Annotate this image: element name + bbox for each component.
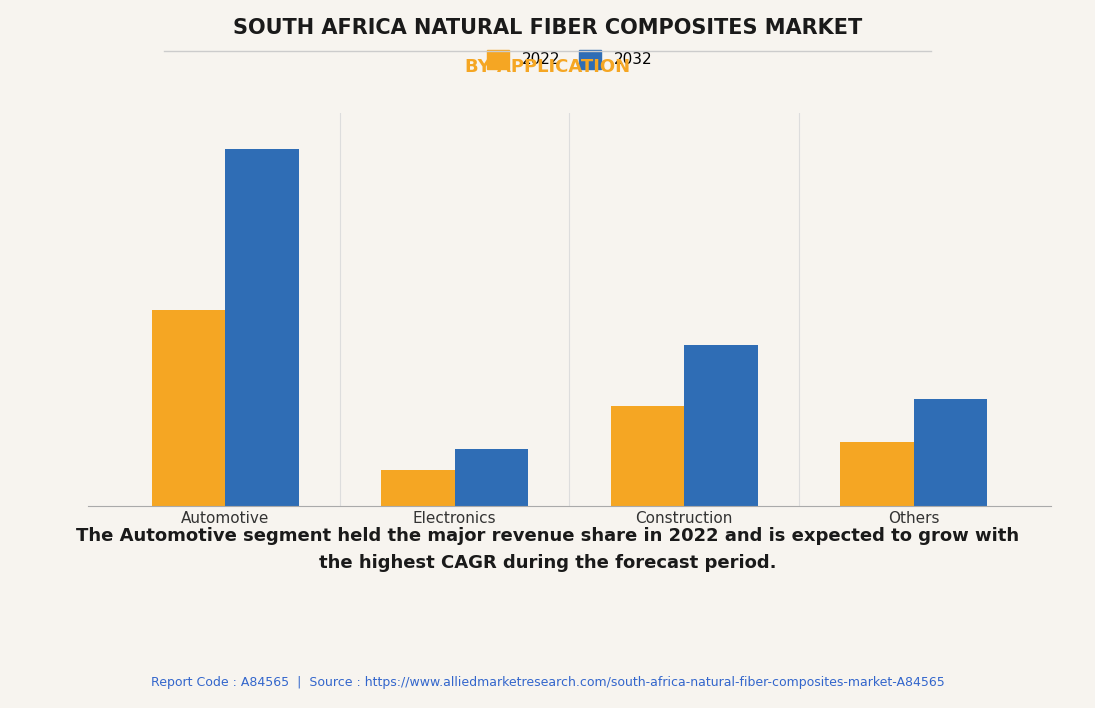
- Text: SOUTH AFRICA NATURAL FIBER COMPOSITES MARKET: SOUTH AFRICA NATURAL FIBER COMPOSITES MA…: [233, 18, 862, 38]
- Text: The Automotive segment held the major revenue share in 2022 and is expected to g: The Automotive segment held the major re…: [76, 527, 1019, 572]
- Bar: [152, 310, 226, 506]
- Bar: [684, 346, 758, 506]
- Legend: 2022, 2032: 2022, 2032: [479, 42, 660, 76]
- Bar: [913, 399, 987, 506]
- Text: Report Code : A84565  |  Source : https://www.alliedmarketresearch.com/south-afr: Report Code : A84565 | Source : https://…: [151, 676, 944, 689]
- Bar: [226, 149, 299, 506]
- Bar: [611, 406, 684, 506]
- Bar: [454, 449, 528, 506]
- Text: BY APPLICATION: BY APPLICATION: [465, 58, 630, 76]
- Bar: [381, 471, 454, 506]
- Bar: [840, 442, 913, 506]
